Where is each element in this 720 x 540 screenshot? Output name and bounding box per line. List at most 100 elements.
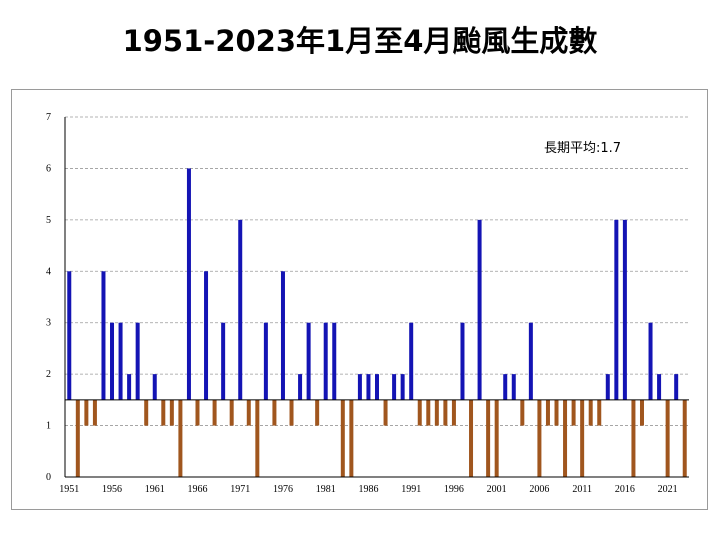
bar-1974 (263, 322, 268, 400)
x-tick-label: 2016 (615, 484, 635, 495)
bar-1968 (212, 399, 217, 426)
bar-2014 (605, 374, 610, 400)
y-tick-label: 0 (46, 472, 51, 483)
bar-2007 (545, 399, 550, 426)
tick-labels: 0 1 2 3 4 5 6 7 1951 1956 1961 1966 1971 1976 1981 1986… (46, 112, 678, 495)
bar-1966 (195, 399, 200, 426)
bar-2020 (657, 374, 662, 400)
bar-2001 (494, 399, 499, 477)
x-tick-label: 1976 (273, 484, 293, 495)
x-tick-label: 1986 (358, 484, 378, 495)
y-tick-label: 3 (46, 318, 51, 329)
bar-2000 (486, 399, 491, 477)
bar-1988 (383, 399, 388, 426)
bar-1955 (101, 271, 106, 400)
bar-1983 (340, 399, 345, 477)
bar-1979 (306, 322, 311, 400)
bar-2002 (503, 374, 508, 400)
x-tick-label: 1951 (59, 484, 79, 495)
y-tick-label: 6 (46, 163, 51, 174)
bar-1992 (417, 399, 422, 426)
bar-1987 (375, 374, 379, 400)
bar-1978 (298, 374, 303, 400)
bar-1962 (161, 399, 166, 426)
bar-1990 (400, 374, 405, 400)
bar-2023 (682, 399, 687, 477)
bar-1957 (118, 322, 123, 400)
chart-frame: 0 1 2 3 4 5 6 7 1951 1956 1961 1966 1971 1976 1981 1986… (11, 89, 708, 510)
bar-1975 (272, 399, 277, 426)
y-tick-label: 5 (46, 215, 51, 226)
y-tick-label: 2 (46, 369, 51, 380)
y-tick-label: 7 (46, 112, 51, 123)
bar-1986 (366, 374, 371, 400)
x-tick-label: 1956 (102, 484, 122, 495)
bar-1952 (75, 399, 80, 477)
x-tick-label: 1981 (316, 484, 336, 495)
bar-2005 (528, 322, 533, 400)
x-tick-label: 2011 (572, 484, 592, 495)
bar-1960 (144, 399, 149, 426)
bar-1969 (221, 322, 226, 400)
bar-2006 (537, 399, 542, 477)
bar-1976 (280, 271, 285, 400)
bar-1951 (67, 271, 72, 400)
bar-2015 (614, 219, 619, 400)
bar-1953 (84, 399, 89, 426)
x-tick-label: 2021 (658, 484, 678, 495)
bar-1961 (152, 374, 157, 400)
x-tick-label: 1991 (401, 484, 421, 495)
bar-2021 (665, 399, 670, 477)
bar-2013 (597, 399, 602, 426)
bar-2017 (631, 399, 636, 477)
bar-1999 (477, 219, 482, 400)
x-tick-label: 1996 (444, 484, 464, 495)
bar-1989 (392, 374, 397, 400)
bar-1991 (409, 322, 414, 400)
typhoon-bar-chart: 0 1 2 3 4 5 6 7 1951 1956 1961 1966 1971 1976 1981 1986… (46, 112, 689, 495)
bar-2003 (511, 374, 516, 400)
bar-1995 (443, 399, 448, 426)
x-tick-label: 1971 (230, 484, 250, 495)
bar-2010 (571, 399, 576, 426)
y-tick-label: 4 (46, 266, 51, 277)
bar-2011 (580, 399, 585, 477)
bar-1958 (127, 374, 132, 400)
bar-2009 (563, 399, 568, 477)
bar-1965 (186, 168, 191, 400)
x-tick-label: 1966 (187, 484, 207, 495)
x-tick-label: 2001 (487, 484, 507, 495)
bar-1972 (246, 399, 251, 426)
x-tick-label: 1961 (145, 484, 165, 495)
bar-2008 (554, 399, 559, 426)
long-term-mean-label: 長期平均:1.7 (544, 141, 621, 156)
bar-1981 (323, 322, 328, 400)
bar-1977 (289, 399, 294, 426)
bar-1954 (92, 399, 97, 426)
bar-2012 (588, 399, 593, 426)
bar-1993 (426, 399, 431, 426)
bar-1997 (460, 322, 465, 400)
bar-1959 (135, 322, 140, 400)
bar-1956 (110, 322, 115, 400)
bar-1967 (204, 271, 209, 400)
bar-1985 (357, 374, 362, 400)
bar-1994 (434, 399, 439, 426)
bar-2016 (622, 219, 627, 400)
y-tick-label: 1 (46, 421, 51, 432)
bar-2022 (674, 374, 679, 400)
bar-1998 (469, 399, 474, 477)
axes (64, 117, 689, 478)
bar-1970 (229, 399, 234, 426)
bar-2004 (520, 399, 525, 426)
bar-series (67, 168, 687, 477)
bar-1973 (255, 399, 260, 477)
bar-1971 (238, 219, 243, 400)
bar-2018 (639, 399, 644, 426)
bar-1980 (315, 399, 320, 426)
bar-1996 (451, 399, 456, 426)
bar-2019 (648, 322, 653, 400)
page-title: 1951-2023年1月至4月颱風生成數 (122, 24, 598, 58)
bar-1964 (178, 399, 183, 477)
x-tick-label: 2006 (529, 484, 549, 495)
